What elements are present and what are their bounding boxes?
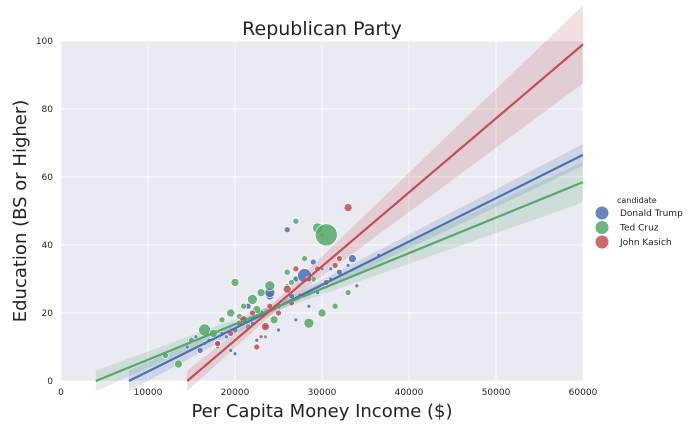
data-point xyxy=(232,351,238,357)
data-point xyxy=(292,217,300,225)
x-tick-label: 20000 xyxy=(221,388,250,398)
data-point xyxy=(226,308,235,318)
data-point xyxy=(275,309,282,317)
x-tick-label: 60000 xyxy=(569,388,598,398)
y-tick-label: 80 xyxy=(42,105,54,115)
data-point xyxy=(309,258,317,266)
data-point xyxy=(240,302,247,310)
x-axis-label: Per Capita Money Income ($) xyxy=(191,401,452,422)
legend-marker xyxy=(595,235,609,249)
data-point xyxy=(331,262,339,269)
data-point xyxy=(230,278,240,287)
chart-title: Republican Party xyxy=(242,18,402,40)
data-point xyxy=(336,255,343,262)
legend-marker xyxy=(595,221,609,234)
legend-label: Ted Cruz xyxy=(619,224,659,234)
y-tick-label: 60 xyxy=(42,173,54,183)
data-point xyxy=(345,263,351,268)
data-point xyxy=(254,337,260,343)
data-point xyxy=(348,254,357,263)
data-point xyxy=(282,284,292,294)
confidence-band xyxy=(187,5,583,392)
data-point xyxy=(264,280,276,292)
data-point xyxy=(174,359,183,369)
data-point xyxy=(343,203,353,212)
regression-line xyxy=(186,43,584,382)
legend-label: Donald Trump xyxy=(620,209,683,219)
data-point xyxy=(228,348,233,353)
y-axis-label: Education (BS or Higher) xyxy=(10,100,31,323)
data-point xyxy=(256,288,266,297)
data-point xyxy=(276,327,281,333)
data-point xyxy=(218,316,226,324)
x-tick-label: 40000 xyxy=(395,388,424,398)
x-tick-label: 10000 xyxy=(134,388,163,398)
regression-line xyxy=(95,181,584,383)
data-point xyxy=(306,303,312,309)
y-tick-label: 20 xyxy=(42,309,54,319)
regression-lines xyxy=(95,43,584,383)
x-tick-label: 0 xyxy=(58,388,64,398)
data-point xyxy=(196,347,204,354)
legend-label: John Kasich xyxy=(619,238,672,248)
data-point xyxy=(354,283,360,289)
data-point xyxy=(224,334,229,340)
data-point xyxy=(293,317,299,323)
regression-line xyxy=(128,153,584,382)
legend-title: candidate xyxy=(617,196,657,205)
data-point xyxy=(261,322,270,331)
data-point xyxy=(214,340,221,347)
legend-marker xyxy=(595,206,609,220)
y-tick-label: 0 xyxy=(47,377,53,387)
data-point xyxy=(288,279,295,286)
y-tick-labels: 0 20 40 60 80 100 xyxy=(36,37,53,387)
data-point xyxy=(292,265,300,273)
data-point xyxy=(301,255,308,262)
data-point xyxy=(193,334,199,340)
data-point xyxy=(283,226,291,233)
data-point xyxy=(184,344,190,350)
x-tick-label: 30000 xyxy=(308,388,337,398)
data-point xyxy=(263,334,268,340)
data-point xyxy=(247,294,258,305)
data-point xyxy=(314,223,338,247)
y-tick-label: 40 xyxy=(42,241,54,251)
data-point xyxy=(303,317,315,329)
data-point xyxy=(258,334,264,340)
data-point xyxy=(283,268,291,276)
data-point xyxy=(344,289,352,296)
x-tick-labels: 0 10000 20000 30000 40000 50000 60000 xyxy=(58,388,597,398)
y-tick-label: 100 xyxy=(36,37,53,47)
x-tick-label: 50000 xyxy=(482,388,511,398)
data-point xyxy=(253,343,261,351)
data-point xyxy=(328,266,334,272)
legend: candidate Donald Trump Ted Cruz John Kasic… xyxy=(595,196,683,249)
data-point xyxy=(331,302,339,310)
data-point xyxy=(269,315,279,325)
data-point xyxy=(317,308,327,318)
